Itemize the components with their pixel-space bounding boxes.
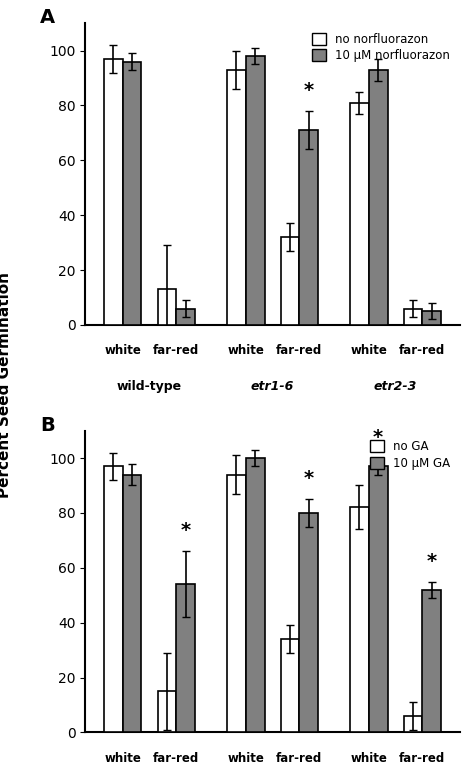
Text: white: white [228, 344, 264, 357]
Bar [104, 466, 123, 732]
Text: far-red: far-red [276, 344, 322, 357]
Text: A: A [40, 8, 55, 27]
Text: etr1-6: etr1-6 [251, 380, 294, 393]
Bar [422, 311, 441, 325]
Bar [176, 308, 195, 325]
Bar [157, 289, 176, 325]
Text: *: * [181, 521, 191, 540]
Bar [422, 590, 441, 732]
Bar [403, 308, 422, 325]
Bar [281, 237, 299, 325]
Bar [246, 56, 264, 325]
Bar [403, 716, 422, 732]
Text: far-red: far-red [399, 344, 446, 357]
Bar [227, 70, 246, 325]
Text: white: white [350, 752, 387, 765]
Text: *: * [373, 428, 383, 447]
Text: Percent Seed Germination: Percent Seed Germination [0, 272, 12, 499]
Bar [350, 507, 369, 732]
Text: B: B [40, 416, 55, 435]
Legend: no GA, 10 μM GA: no GA, 10 μM GA [366, 436, 454, 473]
Text: far-red: far-red [153, 344, 200, 357]
Bar [176, 584, 195, 732]
Bar [246, 458, 264, 732]
Text: white: white [104, 752, 141, 765]
Text: etr2-3: etr2-3 [374, 380, 417, 393]
Text: white: white [228, 752, 264, 765]
Bar [369, 466, 388, 732]
Text: far-red: far-red [153, 752, 200, 765]
Bar [299, 513, 318, 732]
Bar [123, 62, 141, 325]
Text: far-red: far-red [276, 752, 322, 765]
Text: far-red: far-red [399, 752, 446, 765]
Text: wild-type: wild-type [117, 380, 182, 393]
Bar [123, 474, 141, 732]
Bar [369, 70, 388, 325]
Bar [299, 130, 318, 325]
Bar [157, 692, 176, 732]
Text: *: * [303, 81, 314, 100]
Bar [350, 103, 369, 325]
Bar [227, 474, 246, 732]
Text: *: * [303, 470, 314, 488]
Legend: no norfluorazon, 10 μM norfluorazon: no norfluorazon, 10 μM norfluorazon [308, 29, 454, 66]
Bar [104, 59, 123, 325]
Text: *: * [427, 551, 437, 571]
Text: white: white [350, 344, 387, 357]
Bar [281, 639, 299, 732]
Text: white: white [104, 344, 141, 357]
